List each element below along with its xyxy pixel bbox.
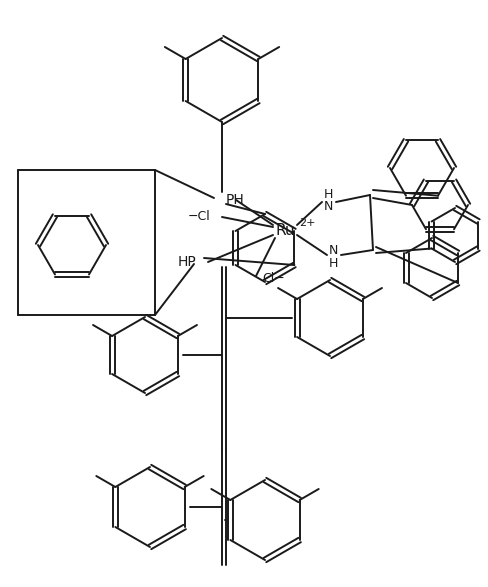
Text: N: N [324, 200, 333, 212]
Text: H: H [324, 187, 333, 201]
Text: Ru: Ru [275, 222, 295, 238]
Text: −Cl: −Cl [187, 210, 210, 222]
Text: HP: HP [177, 255, 196, 269]
Text: Cl−: Cl− [262, 272, 285, 285]
Text: H: H [328, 257, 338, 269]
Text: 2+: 2+ [299, 218, 315, 228]
Text: PH: PH [226, 193, 245, 207]
Text: N: N [328, 244, 338, 257]
